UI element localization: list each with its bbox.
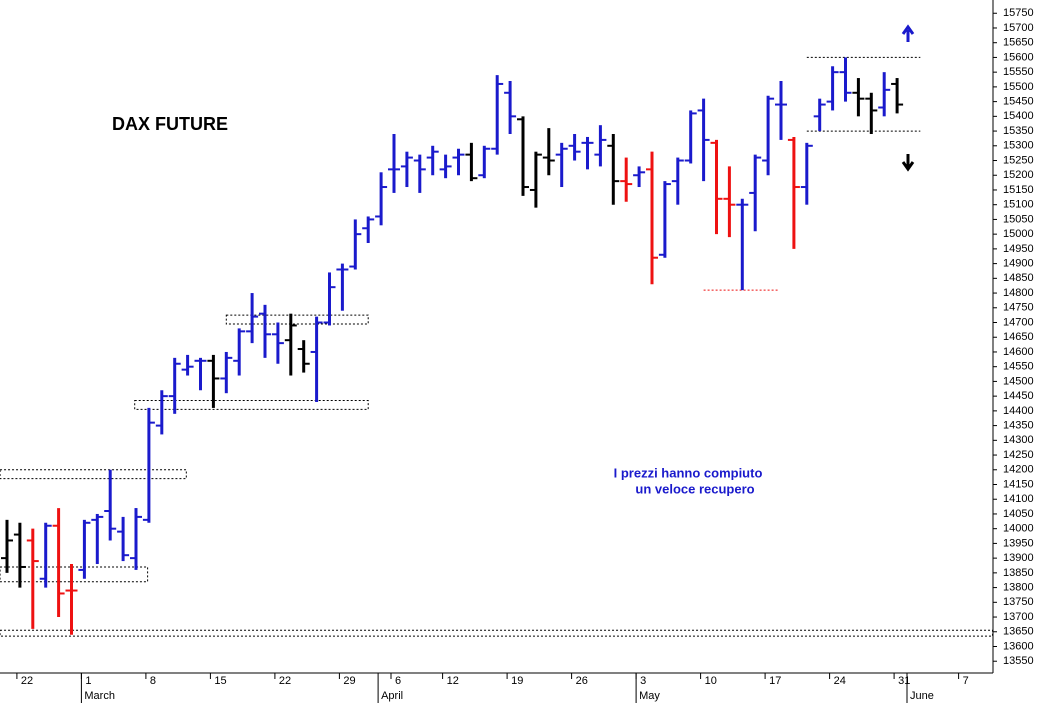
- y-tick-label: 14550: [1003, 361, 1034, 373]
- month-label: May: [639, 690, 660, 702]
- y-tick-label: 14300: [1003, 434, 1034, 446]
- y-tick-label: 15300: [1003, 140, 1034, 152]
- y-tick-label: 14250: [1003, 449, 1034, 461]
- annotation: I prezzi hanno compiuto: [614, 465, 763, 480]
- zone: [0, 629, 994, 637]
- y-tick-label: 14700: [1003, 316, 1034, 328]
- y-tick-label: 13550: [1003, 655, 1034, 667]
- y-tick-label: 14000: [1003, 523, 1034, 535]
- y-tick-label: 14600: [1003, 346, 1034, 358]
- zone: [0, 566, 149, 583]
- x-tick-label: 22: [21, 675, 33, 687]
- y-tick-label: 14350: [1003, 420, 1034, 432]
- y-tick-label: 13950: [1003, 537, 1034, 549]
- up-arrow: [901, 24, 915, 42]
- y-tick-label: 15400: [1003, 110, 1034, 122]
- y-tick-label: 14200: [1003, 464, 1034, 476]
- y-tick-label: 15350: [1003, 125, 1034, 137]
- x-tick-label: 12: [447, 675, 459, 687]
- x-tick-label: 17: [769, 675, 781, 687]
- y-tick-label: 14950: [1003, 243, 1034, 255]
- y-tick-label: 15000: [1003, 228, 1034, 240]
- x-tick-label: 22: [279, 675, 291, 687]
- y-tick-label: 14900: [1003, 258, 1034, 270]
- x-tick-label: 31: [898, 675, 910, 687]
- down-arrow: [901, 154, 915, 172]
- y-tick-label: 14850: [1003, 272, 1034, 284]
- zone: [225, 314, 369, 325]
- y-tick-label: 14500: [1003, 375, 1034, 387]
- y-tick-label: 15700: [1003, 22, 1034, 34]
- y-tick-label: 13700: [1003, 611, 1034, 623]
- x-tick-label: 19: [511, 675, 523, 687]
- y-tick-label: 15500: [1003, 81, 1034, 93]
- y-tick-label: 15100: [1003, 199, 1034, 211]
- y-tick-label: 13800: [1003, 581, 1034, 593]
- x-tick-label: 24: [834, 675, 846, 687]
- x-tick-label: 1: [85, 675, 91, 687]
- x-tick-label: 29: [343, 675, 355, 687]
- y-tick-label: 15150: [1003, 184, 1034, 196]
- chart-title: DAX FUTURE: [112, 114, 228, 134]
- y-tick-label: 13650: [1003, 626, 1034, 638]
- y-tick-label: 15750: [1003, 7, 1034, 19]
- y-tick-label: 14050: [1003, 508, 1034, 520]
- y-tick-label: 14100: [1003, 493, 1034, 505]
- x-tick-label: 6: [395, 675, 401, 687]
- x-tick-label: 10: [705, 675, 717, 687]
- y-tick-label: 14750: [1003, 302, 1034, 314]
- x-tick-label: 8: [150, 675, 156, 687]
- month-label: June: [910, 690, 934, 702]
- y-tick-label: 15550: [1003, 66, 1034, 78]
- y-tick-label: 14650: [1003, 331, 1034, 343]
- y-tick-label: 14450: [1003, 390, 1034, 402]
- y-tick-label: 15200: [1003, 169, 1034, 181]
- y-tick-label: 14400: [1003, 405, 1034, 417]
- y-tick-label: 13900: [1003, 552, 1034, 564]
- x-tick-label: 7: [963, 675, 969, 687]
- month-label: April: [381, 690, 403, 702]
- y-tick-label: 13600: [1003, 640, 1034, 652]
- month-label: March: [84, 690, 115, 702]
- y-tick-label: 15450: [1003, 96, 1034, 108]
- y-tick-label: 15650: [1003, 37, 1034, 49]
- x-tick-label: 15: [214, 675, 226, 687]
- y-tick-label: 15600: [1003, 51, 1034, 63]
- annotation: un veloce recupero: [635, 481, 754, 496]
- y-tick-label: 13750: [1003, 596, 1034, 608]
- x-tick-label: 3: [640, 675, 646, 687]
- zone: [134, 400, 369, 410]
- y-tick-label: 15250: [1003, 154, 1034, 166]
- y-tick-label: 14150: [1003, 478, 1034, 490]
- y-tick-label: 15050: [1003, 213, 1034, 225]
- y-tick-label: 13850: [1003, 567, 1034, 579]
- zone: [0, 469, 187, 480]
- x-tick-label: 26: [576, 675, 588, 687]
- y-tick-label: 14800: [1003, 287, 1034, 299]
